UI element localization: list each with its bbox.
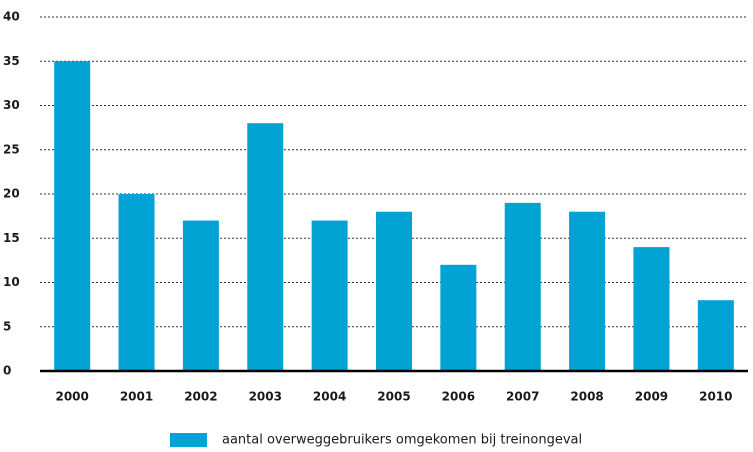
bar — [54, 61, 91, 371]
x-tick-label: 2009 — [635, 390, 668, 404]
bar — [697, 300, 734, 371]
x-tick-label: 2006 — [442, 390, 475, 404]
bar — [311, 220, 348, 371]
y-tick-label: 40 — [3, 10, 20, 24]
y-tick-label: 5 — [3, 319, 11, 333]
y-tick-label: 15 — [3, 231, 20, 245]
bar — [569, 211, 606, 371]
y-tick-label: 20 — [3, 187, 20, 201]
bar — [440, 264, 477, 371]
x-tick-label: 2010 — [699, 390, 732, 404]
x-tick-label: 2008 — [570, 390, 603, 404]
legend-label: aantal overweggebruikers omgekomen bij t… — [222, 433, 582, 448]
y-tick-label: 0 — [3, 364, 11, 378]
bar — [376, 211, 412, 371]
x-tick-label: 2001 — [120, 390, 153, 404]
y-tick-label: 10 — [3, 275, 20, 289]
x-tick-label: 2004 — [313, 390, 346, 404]
x-tick-label: 2002 — [184, 390, 217, 404]
bar — [118, 194, 155, 371]
bar — [504, 202, 541, 371]
y-tick-label: 30 — [3, 98, 20, 112]
bar — [182, 220, 219, 371]
legend-swatch — [170, 433, 207, 447]
bar — [633, 247, 670, 371]
y-tick-label: 35 — [3, 54, 20, 68]
x-tick-label: 2000 — [55, 390, 88, 404]
y-tick-label: 25 — [3, 142, 20, 156]
x-tick-label: 2005 — [377, 390, 410, 404]
x-tick-label: 2003 — [249, 390, 282, 404]
bar — [247, 123, 284, 371]
x-tick-label: 2007 — [506, 390, 539, 404]
